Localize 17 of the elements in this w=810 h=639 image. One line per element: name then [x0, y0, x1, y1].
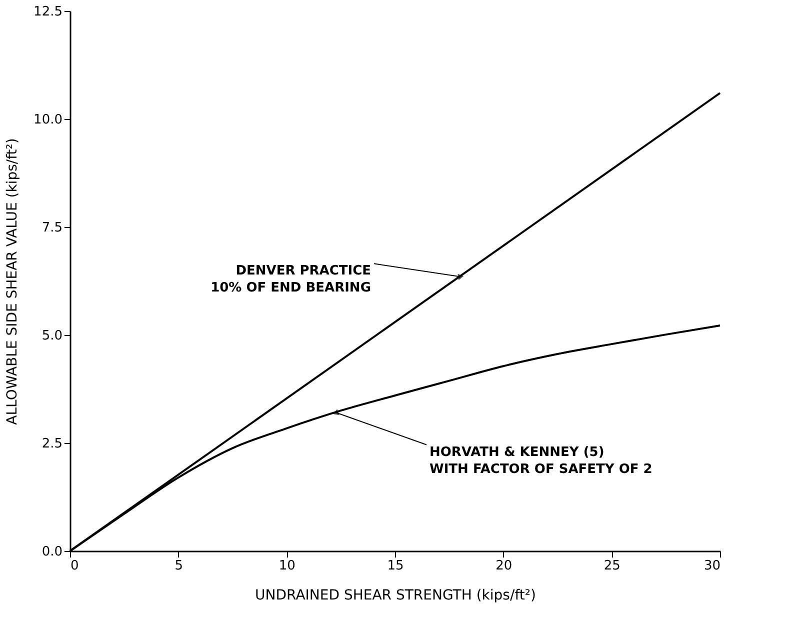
y-tick-label: 2.5	[42, 436, 62, 452]
x-tick-label: 30	[704, 558, 720, 574]
y-tick-label: 0.0	[42, 544, 62, 560]
annotation: HORVATH & KENNEY (5) WITH FACTOR OF SAFETY OF 2	[430, 444, 652, 477]
y-tick-label: 10.0	[34, 112, 62, 128]
x-tick-label: 0	[70, 558, 79, 574]
x-tick-label: 20	[496, 558, 512, 574]
annotation: DENVER PRACTICE 10% OF END BEARING	[210, 264, 371, 296]
y-tick-label: 12.5	[34, 4, 62, 20]
y-tick-label: 5.0	[42, 328, 62, 344]
x-axis-title: UNDRAINED SHEAR STRENGTH (kips/ft²)	[255, 588, 536, 604]
y-tick-label: 7.5	[42, 220, 62, 236]
x-tick-label: 5	[174, 558, 183, 574]
y-axis-title: ALLOWABLE SIDE SHEAR VALUE (kips/ft²)	[4, 138, 21, 425]
x-tick-label: 25	[604, 558, 620, 574]
x-tick-label: 10	[278, 558, 296, 574]
x-tick-label: 15	[387, 558, 404, 574]
